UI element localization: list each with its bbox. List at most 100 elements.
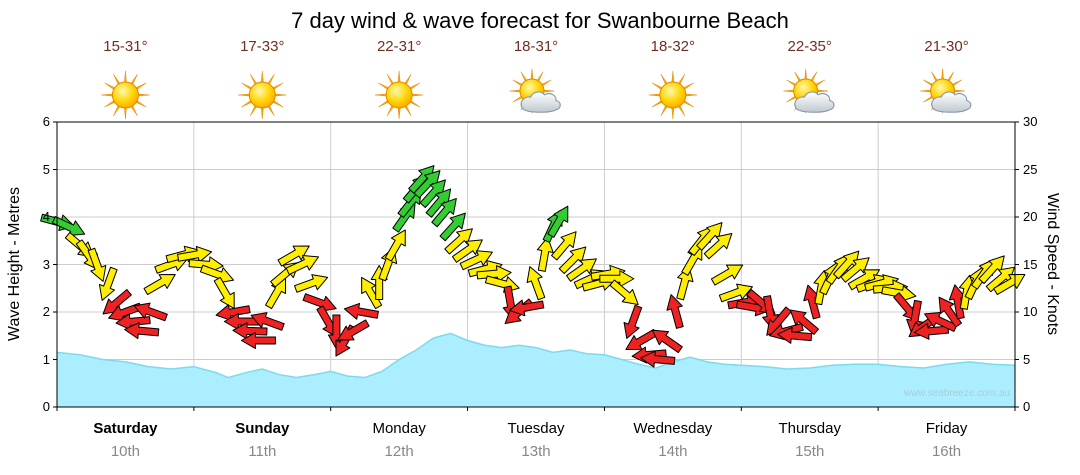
wind-arrow bbox=[176, 245, 213, 263]
wind-arrow bbox=[476, 265, 512, 283]
wind-arrow bbox=[451, 239, 483, 263]
watermark: www.seabreeze.com.au bbox=[903, 388, 1010, 399]
wind-arrow-shape bbox=[938, 296, 962, 328]
day-name-label: Thursday bbox=[778, 420, 841, 437]
wave-area bbox=[57, 333, 1015, 407]
wind-arrow bbox=[215, 304, 251, 322]
wind-arrow-shape bbox=[294, 274, 329, 293]
day-date-label: 14th bbox=[658, 443, 688, 460]
wind-arrow-shape bbox=[87, 247, 107, 282]
wind-arrow-shape bbox=[978, 255, 1005, 284]
wave-height-area bbox=[56, 332, 1016, 407]
wind-arrow bbox=[789, 309, 820, 335]
wind-arrow-shape bbox=[451, 239, 483, 263]
day-temp: 22-31° bbox=[376, 38, 422, 55]
wind-arrow-shape bbox=[536, 236, 554, 272]
wind-arrows bbox=[40, 165, 1026, 368]
wind-arrow-shape bbox=[133, 302, 168, 322]
wind-arrow-shape bbox=[651, 329, 683, 354]
sun-disc bbox=[111, 81, 139, 109]
day-temp: 21-30° bbox=[924, 38, 969, 55]
wind-arrow-shape bbox=[439, 212, 466, 242]
day-name-label: Wednesday bbox=[633, 420, 713, 437]
wind-arrow bbox=[840, 257, 870, 283]
wind-arrow bbox=[199, 264, 235, 284]
right-tick-label: 15 bbox=[1023, 256, 1038, 272]
wind-arrow bbox=[188, 256, 224, 274]
wind-arrow-shape bbox=[240, 332, 276, 349]
wind-arrow-shape bbox=[337, 319, 370, 341]
wind-arrow bbox=[566, 258, 597, 282]
wind-arrow bbox=[558, 246, 587, 275]
wind-arrow bbox=[98, 266, 118, 301]
day-date-label: 13th bbox=[521, 443, 551, 460]
sun-disc bbox=[659, 81, 687, 109]
sun-cloud-icon bbox=[783, 68, 835, 114]
wind-arrow-shape bbox=[676, 265, 694, 301]
wind-arrow-shape bbox=[98, 266, 118, 301]
wind-arrow bbox=[666, 294, 684, 329]
wind-arrow-shape bbox=[547, 205, 569, 238]
wind-arrow bbox=[277, 245, 310, 267]
wind-arrow bbox=[419, 179, 446, 208]
sun-icon bbox=[238, 70, 287, 120]
wind-arrow bbox=[993, 274, 1026, 296]
left-tick-label: 3 bbox=[42, 256, 50, 272]
wind-arrow-shape bbox=[551, 231, 577, 261]
day-temp: 17-33° bbox=[240, 38, 285, 55]
wind-arrow-shape bbox=[476, 265, 512, 283]
wind-arrow bbox=[51, 216, 86, 236]
wind-arrow bbox=[413, 170, 441, 199]
wind-arrow bbox=[696, 222, 723, 251]
wave-line bbox=[56, 332, 1016, 379]
wind-arrow-shape bbox=[459, 250, 493, 271]
wind-arrow bbox=[439, 212, 466, 242]
wind-arrow bbox=[459, 250, 493, 271]
wind-arrow-shape bbox=[509, 299, 545, 317]
wind-arrow bbox=[115, 313, 151, 331]
day-name-label: Tuesday bbox=[507, 420, 565, 437]
left-tick-label: 4 bbox=[42, 209, 50, 224]
cloud-shape bbox=[520, 91, 561, 113]
wind-arrow-shape bbox=[115, 313, 151, 331]
sun-icon bbox=[375, 70, 424, 120]
wind-arrow-shape bbox=[232, 322, 268, 340]
wind-arrow-shape bbox=[803, 284, 821, 320]
sun-rays bbox=[375, 70, 424, 120]
wind-arrow-shape bbox=[188, 256, 224, 274]
wind-arrow-shape bbox=[623, 304, 643, 339]
wind-arrow-shape bbox=[666, 294, 684, 329]
wind-arrow-shape bbox=[302, 293, 337, 312]
wind-arrow-shape bbox=[213, 276, 235, 310]
wind-arrow bbox=[551, 231, 577, 261]
sun-disc bbox=[248, 81, 276, 109]
wind-arrow bbox=[143, 274, 176, 296]
wind-arrow bbox=[240, 332, 276, 349]
wind-arrow-shape bbox=[718, 283, 753, 303]
wind-arrow-shape bbox=[124, 322, 160, 340]
sun-disc bbox=[385, 81, 413, 109]
wind-arrow bbox=[676, 265, 694, 301]
wind-arrow-shape bbox=[215, 304, 251, 322]
day-name-label: Friday bbox=[925, 420, 968, 437]
left-tick-label: 2 bbox=[42, 304, 50, 319]
wind-arrow-shape bbox=[108, 302, 143, 322]
wind-arrow bbox=[343, 302, 379, 320]
axes-frame bbox=[53, 121, 1019, 411]
day-temp: 18-32° bbox=[650, 38, 696, 55]
cloud-shape bbox=[794, 91, 835, 113]
day-name-label: Monday bbox=[372, 420, 426, 437]
day-name-label: Sunday bbox=[235, 420, 290, 437]
wind-arrow bbox=[547, 205, 569, 238]
wind-arrow-shape bbox=[599, 270, 635, 288]
wind-arrow bbox=[337, 319, 370, 341]
wind-arrow bbox=[285, 255, 320, 275]
sun-rays bbox=[648, 70, 697, 120]
wind-arrow-shape bbox=[199, 264, 235, 284]
wind-arrow bbox=[124, 322, 160, 340]
wind-arrow-shape bbox=[425, 188, 452, 218]
wind-arrow bbox=[509, 299, 545, 317]
wind-arrow bbox=[133, 302, 168, 322]
